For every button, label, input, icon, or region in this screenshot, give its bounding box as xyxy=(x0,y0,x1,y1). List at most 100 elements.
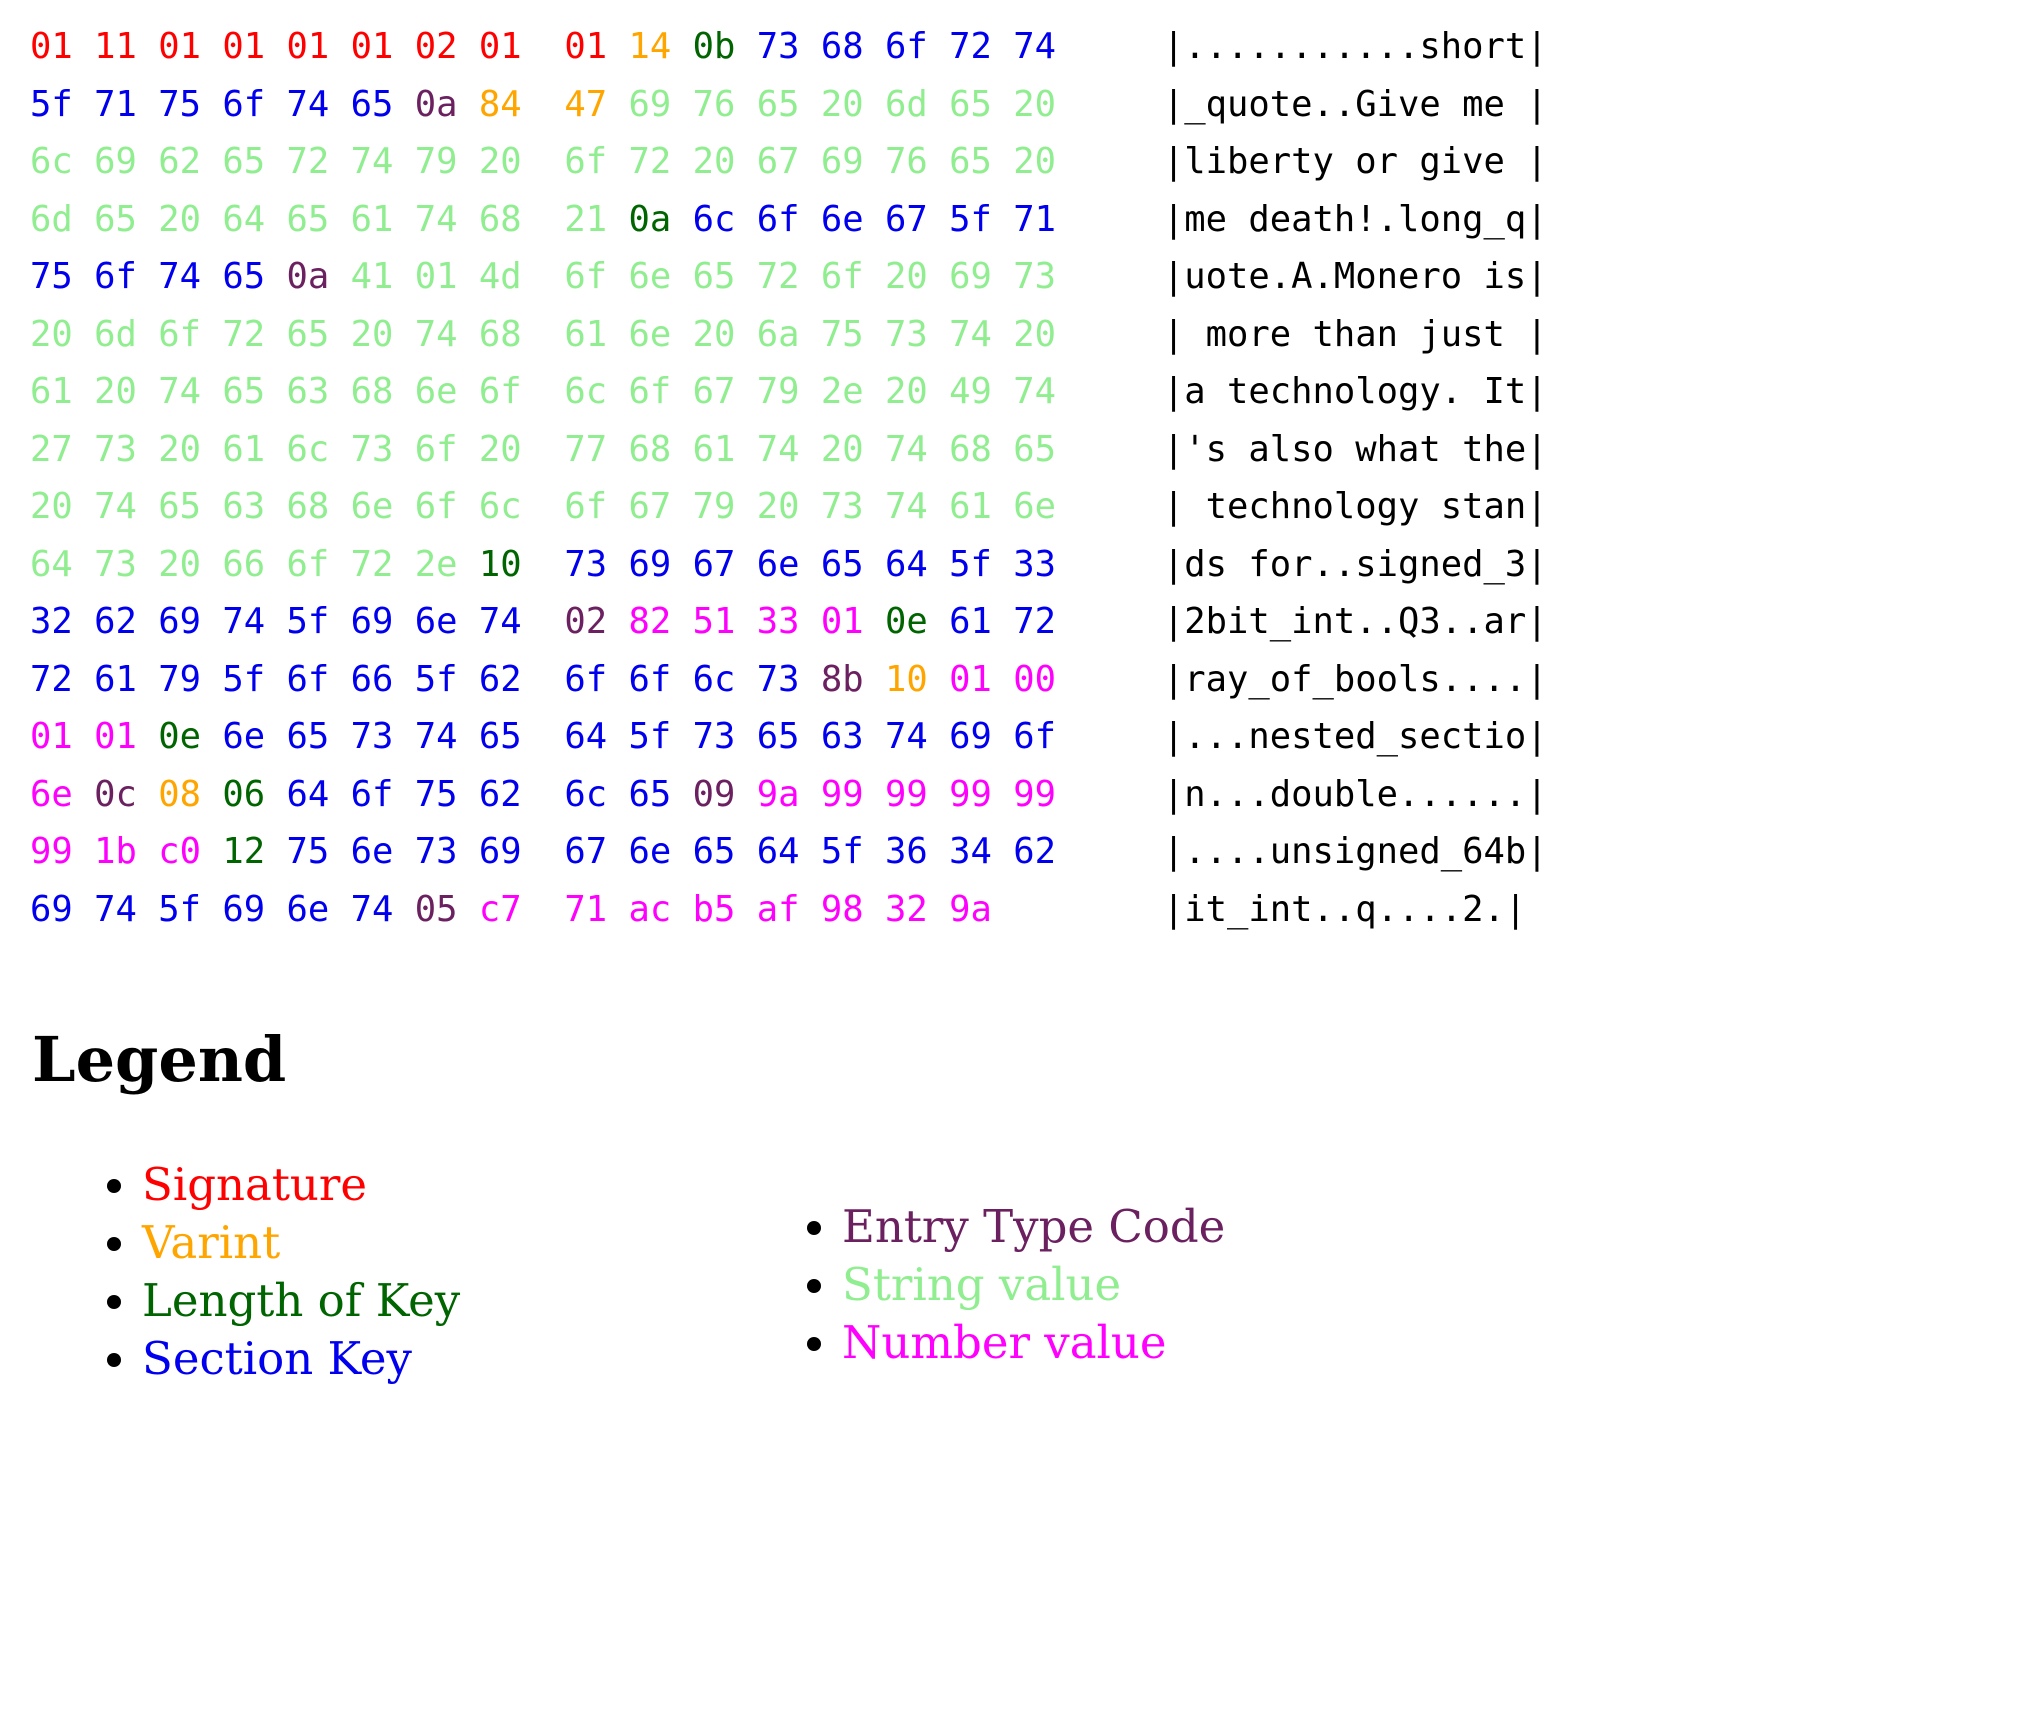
hex-group-separator xyxy=(522,26,565,67)
byte-gap xyxy=(928,429,949,470)
ascii-text: |liberty or give | xyxy=(1162,141,1548,182)
byte-gap xyxy=(671,84,692,125)
hex-group-separator xyxy=(522,256,565,297)
hex-byte: 68 xyxy=(628,428,672,470)
hex-byte: 67 xyxy=(628,486,672,527)
hex-byte: 47 xyxy=(564,83,608,125)
byte-gap xyxy=(864,26,885,67)
byte-gap xyxy=(265,314,286,355)
hex-byte: 65 xyxy=(478,716,522,757)
byte-gap xyxy=(800,26,821,67)
byte-gap xyxy=(992,199,1013,240)
hex-octet-group-right: 6c 6f 67 79 2e 20 49 74 xyxy=(564,371,1056,412)
hex-byte: 99 xyxy=(1013,773,1056,815)
hex-byte: 01 xyxy=(286,26,330,67)
hex-byte: 67 xyxy=(885,198,928,240)
hex-dump-row: 27 73 20 61 6c 73 6f 20 77 68 61 74 20 7… xyxy=(30,421,2022,479)
ascii-column-padding xyxy=(1056,141,1163,182)
hex-byte: 68 xyxy=(478,313,522,355)
byte-gap xyxy=(393,314,414,355)
hex-group-separator xyxy=(522,84,565,125)
hex-byte: 74 xyxy=(414,716,458,757)
byte-gap xyxy=(992,544,1013,585)
byte-gap xyxy=(458,429,479,470)
byte-gap xyxy=(329,371,350,412)
byte-gap xyxy=(73,371,94,412)
hex-byte: 0e xyxy=(885,601,928,642)
hex-byte: 65 xyxy=(756,716,800,757)
byte-gap xyxy=(864,659,885,700)
hex-byte: 65 xyxy=(286,198,330,240)
byte-gap xyxy=(73,831,94,872)
ascii-column-padding xyxy=(1056,659,1163,700)
byte-gap xyxy=(928,26,949,67)
byte-gap xyxy=(137,659,158,700)
hex-byte: 6c xyxy=(30,141,73,182)
hex-group-separator xyxy=(522,544,565,585)
hex-byte: 66 xyxy=(222,543,266,585)
byte-gap xyxy=(800,774,821,815)
ascii-text: |ds for..signed_3| xyxy=(1162,543,1548,585)
ascii-text: |n...double......| xyxy=(1162,773,1548,815)
hex-group-separator xyxy=(522,486,565,527)
hex-byte: 6e xyxy=(628,256,672,297)
hex-byte: 20 xyxy=(1013,83,1056,125)
byte-gap xyxy=(201,84,222,125)
ascii-column-padding xyxy=(1056,199,1163,240)
byte-gap xyxy=(458,486,479,527)
byte-gap xyxy=(73,659,94,700)
byte-gap xyxy=(329,544,350,585)
byte-gap xyxy=(137,774,158,815)
hex-byte: 67 xyxy=(756,141,800,182)
hex-byte: 77 xyxy=(564,428,608,470)
byte-gap xyxy=(800,659,821,700)
hex-byte: 82 xyxy=(628,601,672,642)
hex-byte: 63 xyxy=(286,371,330,412)
hex-byte: 62 xyxy=(478,658,522,700)
byte-gap xyxy=(800,199,821,240)
hex-byte: 69 xyxy=(628,543,672,585)
byte-gap xyxy=(137,889,158,930)
byte-gap xyxy=(329,889,350,930)
hex-dump-row: 6e 0c 08 06 64 6f 75 62 6c 65 09 9a 99 9… xyxy=(30,766,2022,824)
hex-byte: 6f xyxy=(628,371,672,412)
hex-group-separator xyxy=(522,889,565,930)
ascii-column-padding xyxy=(992,889,1163,930)
hex-octet-group-left: 32 62 69 74 5f 69 6e 74 xyxy=(30,601,522,642)
byte-gap xyxy=(864,314,885,355)
byte-gap xyxy=(735,141,756,182)
hex-byte: 73 xyxy=(756,658,800,700)
ascii-column-padding xyxy=(1056,429,1163,470)
hex-byte: 20 xyxy=(158,198,201,240)
byte-gap xyxy=(607,774,628,815)
hex-byte: 68 xyxy=(820,26,864,67)
hex-byte: 65 xyxy=(692,256,736,297)
hex-byte: 8b xyxy=(820,658,864,700)
hex-octet-group-right: 64 5f 73 65 63 74 69 6f xyxy=(564,716,1056,757)
hex-byte: 64 xyxy=(286,773,330,815)
hex-dump-row: 20 6d 6f 72 65 20 74 68 61 6e 20 6a 75 7… xyxy=(30,306,2022,364)
hex-byte: 20 xyxy=(350,313,394,355)
hex-byte: 27 xyxy=(30,428,73,470)
hex-byte: 75 xyxy=(30,256,73,297)
hex-byte: af xyxy=(756,888,800,930)
hex-byte: ac xyxy=(628,888,672,930)
byte-gap xyxy=(992,831,1013,872)
hex-byte: 62 xyxy=(478,773,522,815)
byte-gap xyxy=(329,141,350,182)
byte-gap xyxy=(393,429,414,470)
hex-byte: 64 xyxy=(885,543,928,585)
legend-list: Entry Type CodeString valueNumber value xyxy=(730,1198,1370,1372)
hex-byte: 74 xyxy=(350,141,394,182)
byte-gap xyxy=(137,371,158,412)
hex-byte: 65 xyxy=(949,141,992,182)
hex-octet-group-left: 20 74 65 63 68 6e 6f 6c xyxy=(30,486,522,527)
hex-byte: 01 xyxy=(350,26,394,67)
hex-octet-group-left: 01 11 01 01 01 01 02 01 xyxy=(30,26,522,67)
byte-gap xyxy=(73,314,94,355)
legend-item: Section Key xyxy=(142,1330,670,1388)
hex-group-separator xyxy=(522,774,565,815)
hex-byte: 65 xyxy=(158,486,201,527)
byte-gap xyxy=(928,716,949,757)
hex-byte: 84 xyxy=(478,83,522,125)
